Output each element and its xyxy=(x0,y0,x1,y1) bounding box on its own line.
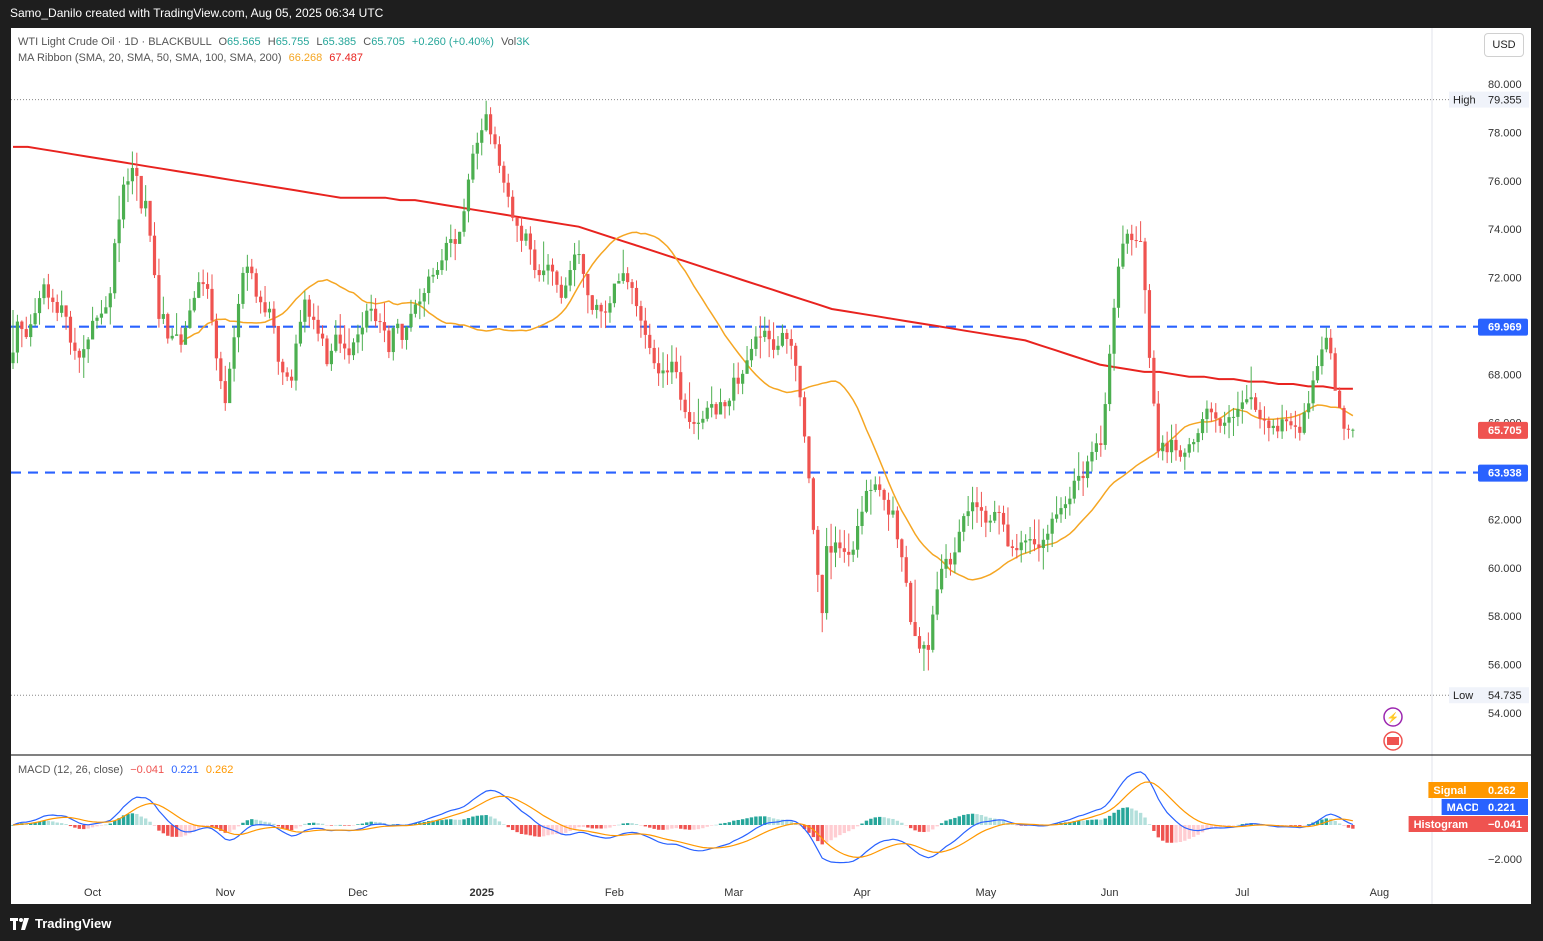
ma-label: MA Ribbon (SMA, 20, SMA, 50, SMA, 100, S… xyxy=(18,52,282,64)
ma-fast-value: 66.268 xyxy=(288,52,323,64)
high-value: 65.755 xyxy=(275,36,310,48)
header-bar: Samo_Danilo created with TradingView.com… xyxy=(0,0,1543,27)
macd-line-value: 0.221 xyxy=(171,764,199,776)
low-value: 65.385 xyxy=(322,36,357,48)
ma-slow-value: 67.487 xyxy=(329,52,363,64)
open-value: 65.565 xyxy=(227,36,261,48)
macd-label: MACD (12, 26, close) xyxy=(18,764,124,776)
macd-signal-value: 0.262 xyxy=(205,764,234,776)
footer-brand: TradingView xyxy=(35,916,112,931)
close-value: 65.705 xyxy=(371,36,405,48)
ma-legend: MA Ribbon (SMA, 20, SMA, 50, SMA, 100, S… xyxy=(18,52,363,64)
macd-legend: MACD (12, 26, close) −0.041 0.221 0.262 xyxy=(18,764,233,776)
symbol-label: WTI Light Crude Oil · 1D · BLACKBULL xyxy=(18,36,212,48)
chart-frame xyxy=(10,27,1532,905)
tradingview-logo-icon xyxy=(10,917,29,930)
credit-text: Samo_Danilo created with TradingView.com… xyxy=(10,6,384,20)
change-value: +0.260 (+0.40%) xyxy=(411,36,494,48)
price-legend: WTI Light Crude Oil · 1D · BLACKBULL O65… xyxy=(18,36,530,48)
volume-value: 3K xyxy=(516,36,530,48)
footer-bar: TradingView xyxy=(0,906,1543,941)
macd-hist-value: −0.041 xyxy=(130,764,165,776)
tradingview-logo: TradingView xyxy=(10,916,111,931)
currency-button[interactable]: USD xyxy=(1484,33,1524,57)
